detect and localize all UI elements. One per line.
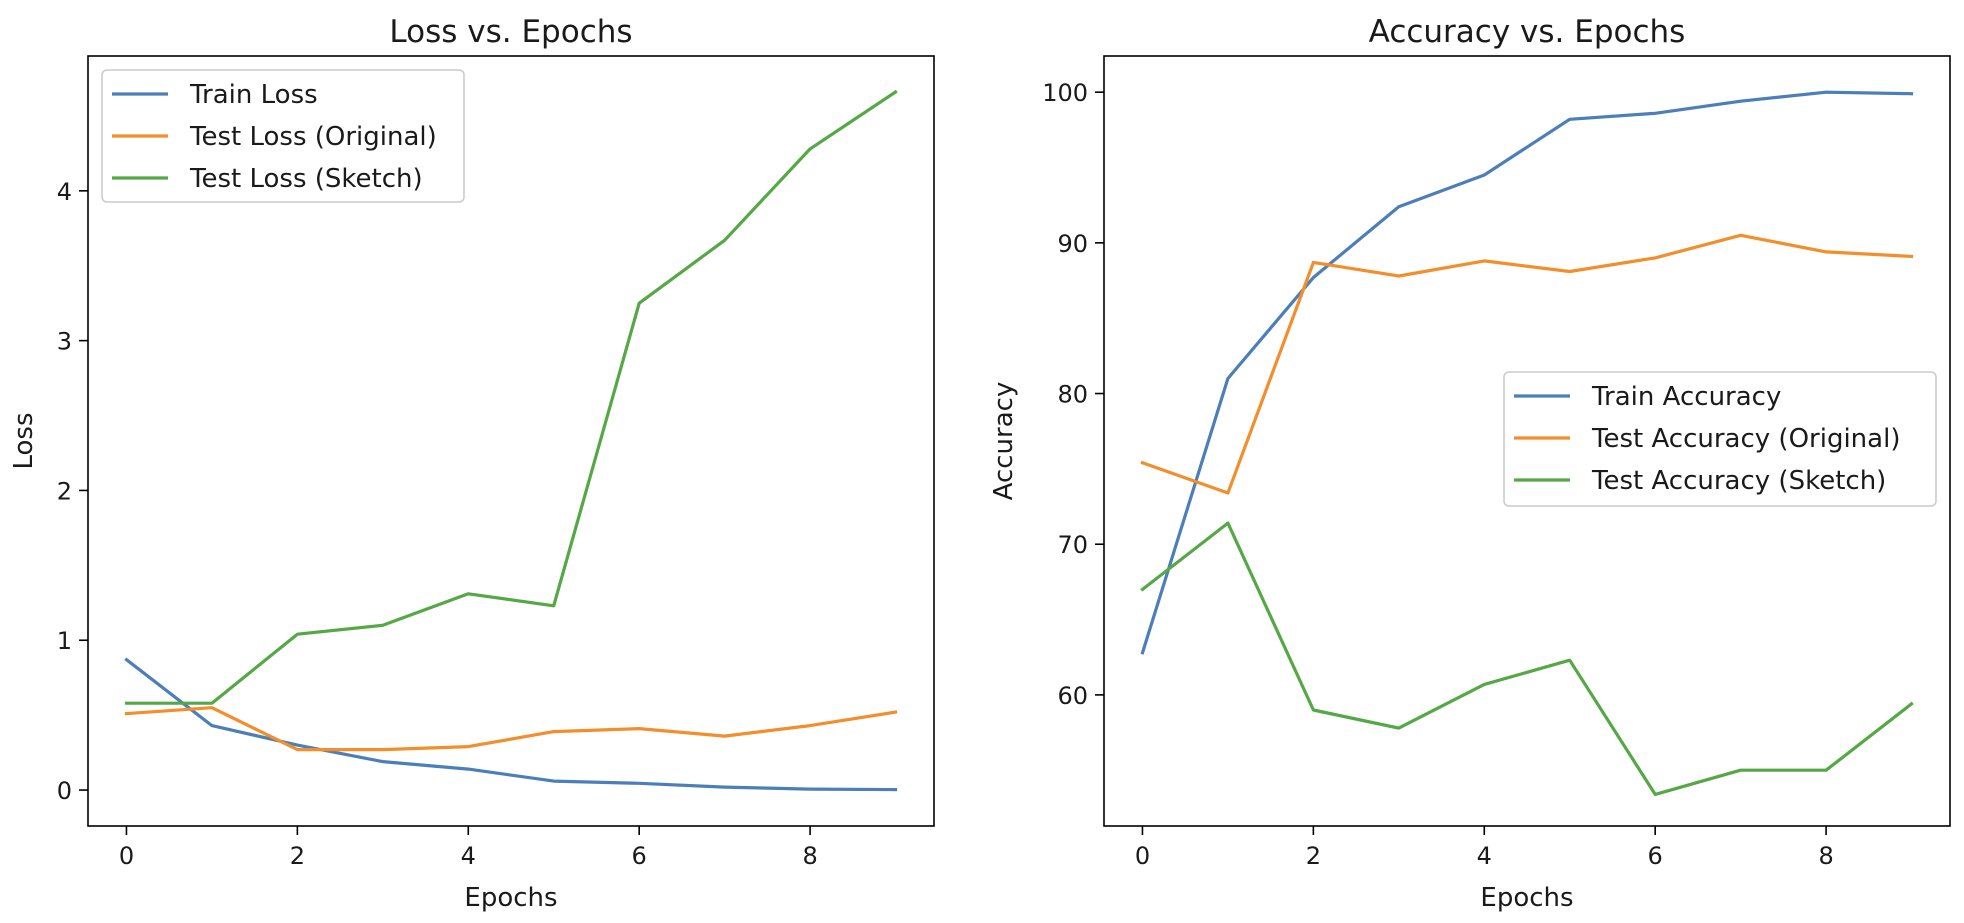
legend-label: Train Accuracy <box>1591 382 1781 412</box>
plot-frame <box>87 55 935 827</box>
y-tick-label: 0 <box>57 777 72 805</box>
x-axis-label: Epochs <box>1480 883 1573 913</box>
y-tick-label: 70 <box>1057 531 1088 559</box>
series-line-2 <box>124 706 898 752</box>
loss-chart: 0 2 4 6 8 0 1 2 3 4 Loss vs. Epochs Epochs Loss Train… <box>9 14 935 913</box>
x-tick-label: 2 <box>290 842 305 870</box>
x-tick-label: 2 <box>1306 842 1321 870</box>
y-tick-label: 90 <box>1057 230 1088 258</box>
accuracy-chart: 0 2 4 6 8 60 70 80 90 100 Accuracy vs. Epochs Epoch… <box>989 14 1951 913</box>
legend-label: Test Loss (Original) <box>189 122 437 152</box>
legend: Train Accuracy Test Accuracy (Original) Te… <box>1503 371 1937 507</box>
legend-label: Test Accuracy (Original) <box>1591 424 1900 454</box>
y-tick-label: 2 <box>57 477 72 505</box>
y-tick-label: 80 <box>1057 381 1088 409</box>
legend-label: Test Accuracy (Sketch) <box>1591 466 1886 496</box>
plot-frame <box>1103 55 1951 827</box>
legend-box <box>101 69 465 203</box>
x-tick-label: 8 <box>1818 842 1833 870</box>
x-tick-label: 8 <box>802 842 817 870</box>
y-tick-label: 4 <box>57 178 72 206</box>
legend-box <box>1503 371 1937 507</box>
y-tick-label: 100 <box>1042 79 1088 107</box>
chart-title: Loss vs. Epochs <box>389 14 632 50</box>
legend: Train Loss Test Loss (Original) Test Loss … <box>101 69 465 203</box>
x-tick-label: 6 <box>1648 842 1663 870</box>
x-tick-label: 6 <box>632 842 647 870</box>
legend-label: Train Loss <box>189 80 318 110</box>
x-axis-label: Epochs <box>464 883 557 913</box>
x-tick-label: 4 <box>461 842 476 870</box>
x-tick-label: 0 <box>1135 842 1150 870</box>
legend-label: Test Loss (Sketch) <box>189 164 423 194</box>
y-tick-label: 1 <box>57 627 72 655</box>
y-tick-label: 3 <box>57 328 72 356</box>
series-line-1 <box>1140 90 1914 655</box>
y-axis-label: Loss <box>9 412 39 469</box>
chart-title: Accuracy vs. Epochs <box>1369 14 1686 50</box>
x-tick-label: 0 <box>119 842 134 870</box>
series-line-3 <box>124 89 898 705</box>
x-tick-label: 4 <box>1477 842 1492 870</box>
series-line-1 <box>124 657 898 792</box>
series-line-3 <box>1140 521 1914 797</box>
y-axis-label: Accuracy <box>989 382 1019 501</box>
y-tick-label: 60 <box>1057 682 1088 710</box>
series-line-2 <box>1140 233 1914 495</box>
